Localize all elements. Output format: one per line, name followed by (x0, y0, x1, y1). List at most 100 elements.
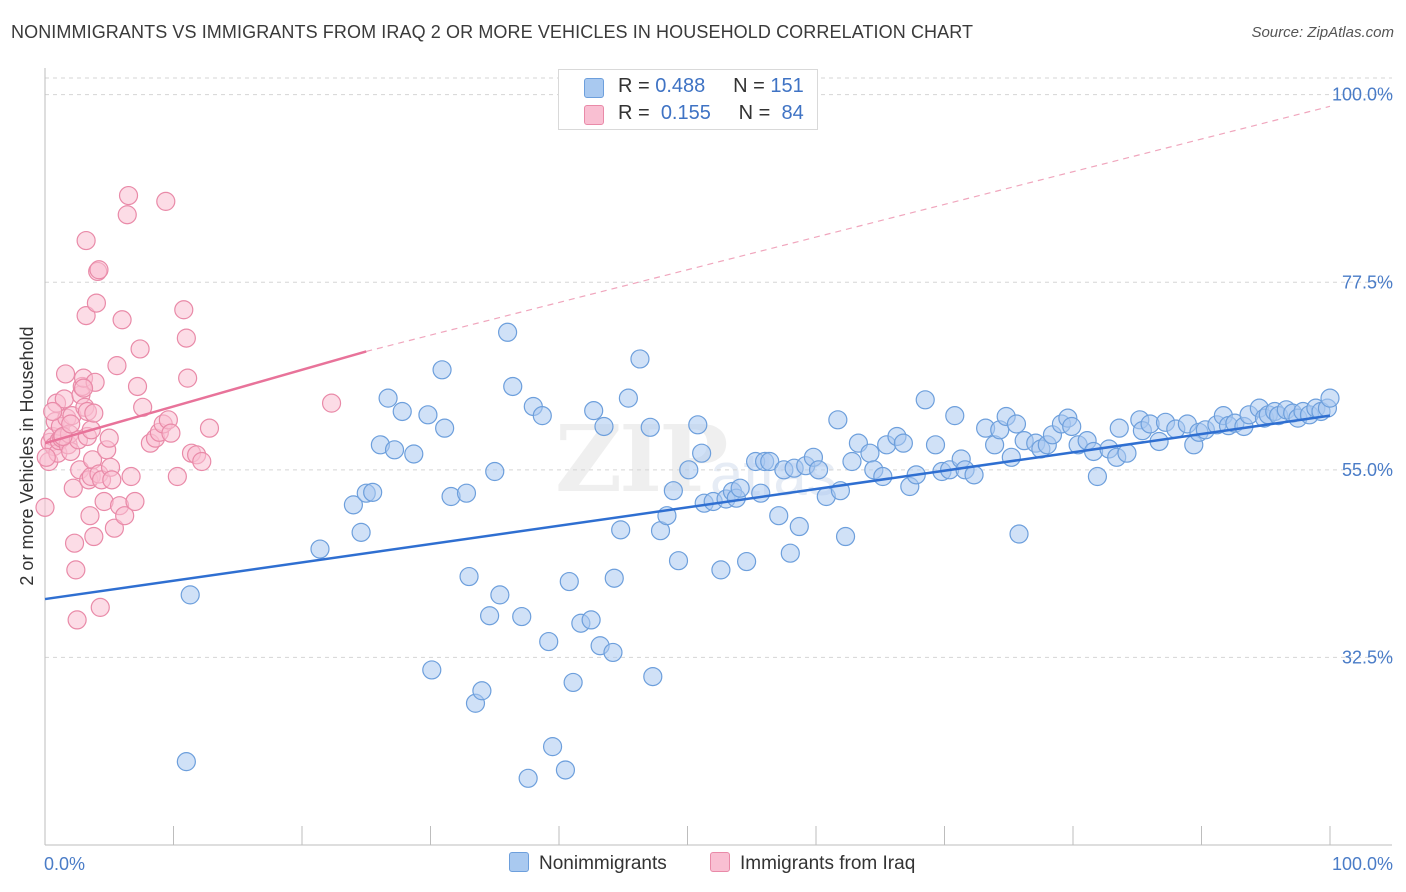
nonimmigrant-point (480, 606, 500, 626)
iraq-point (43, 401, 63, 422)
nonimmigrant-point (643, 666, 663, 687)
nonimmigrant-point (559, 571, 579, 592)
nonimmigrant-point (363, 482, 383, 502)
nonimmigrant-point (737, 551, 757, 572)
nonimmigrant-point (760, 451, 780, 472)
nonimmigrant-point (432, 360, 452, 380)
nonimmigrant-point (780, 543, 800, 563)
nonimmigrant-point (925, 435, 946, 455)
nonimmigrant-point (503, 376, 523, 397)
data-points (35, 185, 1340, 788)
legend-item-nonimmigrants: Nonimmigrants (509, 852, 667, 875)
nonimmigrant-point (384, 440, 405, 460)
iraq-point (107, 356, 127, 376)
nonimmigrant-point (555, 760, 576, 780)
iraq-point (127, 376, 148, 397)
nonimmigrant-point (668, 551, 689, 571)
iraq-point (161, 423, 181, 443)
iraq-point (35, 497, 55, 517)
nonimmigrant-point (945, 406, 965, 426)
nonimmigrants-trend-line (44, 414, 1331, 601)
nonimmigrant-point (688, 415, 708, 435)
iraq-point (73, 378, 94, 398)
nonimmigrant-point (392, 401, 412, 422)
nonimmigrant-point (630, 349, 650, 369)
nonimmigrant-point (1117, 443, 1137, 463)
iraq-point (89, 260, 109, 280)
nonimmigrant-point (1109, 418, 1129, 438)
iraq-point (115, 506, 135, 526)
nonimmigrant-point (459, 566, 479, 587)
n-value: 151 (770, 75, 804, 97)
n-value: 84 (781, 102, 804, 124)
iraq-point (112, 310, 132, 330)
iraq-point (61, 414, 81, 434)
y-tick-label: 100.0% (1332, 85, 1393, 105)
iraq-point (167, 466, 187, 487)
nonimmigrant-point (893, 433, 913, 453)
iraq-point (121, 466, 141, 487)
iraq-point (55, 364, 76, 384)
r-label: R = (618, 75, 650, 97)
nonimmigrant-point (456, 483, 477, 503)
n-label: N = (738, 102, 771, 124)
nonimmigrant-point (842, 451, 862, 472)
r-value: 0.488 (655, 75, 706, 97)
iraq-point (178, 368, 198, 388)
y-tick-label: 32.5% (1342, 647, 1393, 667)
nonimmigrant-point (584, 401, 604, 421)
nonimmigrant-point (640, 417, 660, 437)
nonimmigrant-point (422, 660, 442, 680)
nonimmigrant-point (490, 585, 510, 605)
trend-lines (44, 105, 1331, 601)
nonimmigrant-point (418, 405, 438, 425)
iraq-point (67, 610, 87, 630)
nonimmigrant-point (594, 416, 614, 437)
nonimmigrant-point (789, 516, 809, 537)
nonimmigrant-point (1062, 416, 1082, 437)
nonimmigrant-point (808, 460, 829, 480)
iraq-point (176, 328, 196, 348)
iraq-point (84, 403, 104, 423)
iraq-point (199, 418, 220, 438)
iraq-point (80, 506, 100, 526)
nonimmigrant-point (663, 481, 683, 501)
nonimmigrant-point (1006, 414, 1027, 434)
iraq-point (76, 230, 96, 251)
nonimmigrant-point (692, 443, 712, 463)
n-label: N = (733, 75, 765, 97)
iraq-point (117, 205, 137, 225)
nonimmigrant-point (769, 506, 789, 526)
nonimmigrant-point (611, 520, 631, 540)
iraq-point (174, 300, 194, 320)
nonimmigrant-point (873, 466, 893, 487)
iraq-point (104, 518, 124, 538)
nonimmigrant-point (604, 568, 624, 588)
nonimmigrant-point (539, 631, 559, 652)
nonimmigrant-point (512, 606, 532, 627)
source-label: Source: ZipAtlas.com (1251, 24, 1394, 41)
series-iraq (35, 185, 342, 630)
y-tick-label: 55.0% (1342, 460, 1393, 480)
nonimmigrant-point (404, 444, 424, 464)
legend-item-iraq: Immigrants from Iraq (710, 852, 915, 875)
chart-title: NONIMMIGRANTS VS IMMIGRANTS FROM IRAQ 2 … (11, 22, 974, 42)
iraq-point (66, 560, 86, 580)
legend-label-iraq: Immigrants from Iraq (740, 853, 916, 874)
nonimmigrant-point (485, 461, 505, 482)
legend-label-nonimmigrants: Nonimmigrants (539, 853, 667, 874)
nonimmigrant-point (679, 460, 699, 480)
r-value: 0.155 (660, 102, 711, 124)
nonimmigrant-point (563, 672, 583, 693)
nonimmigrant-point (310, 539, 330, 559)
nonimmigrant-point (180, 585, 200, 605)
iraq-point (63, 478, 83, 498)
nonimmigrant-point (581, 610, 601, 630)
iraq-point (36, 447, 56, 467)
nonimmigrant-point (435, 418, 455, 438)
iraq-point (99, 428, 119, 448)
iraq-point (130, 339, 150, 359)
y-axis-title: 2 or more Vehicles in Household (17, 326, 37, 585)
axis-labels: 32.5% 55.0% 77.5% 100.0% 0.0% 100.0% 2 or more… (17, 85, 1393, 874)
iraq-point (192, 451, 212, 472)
